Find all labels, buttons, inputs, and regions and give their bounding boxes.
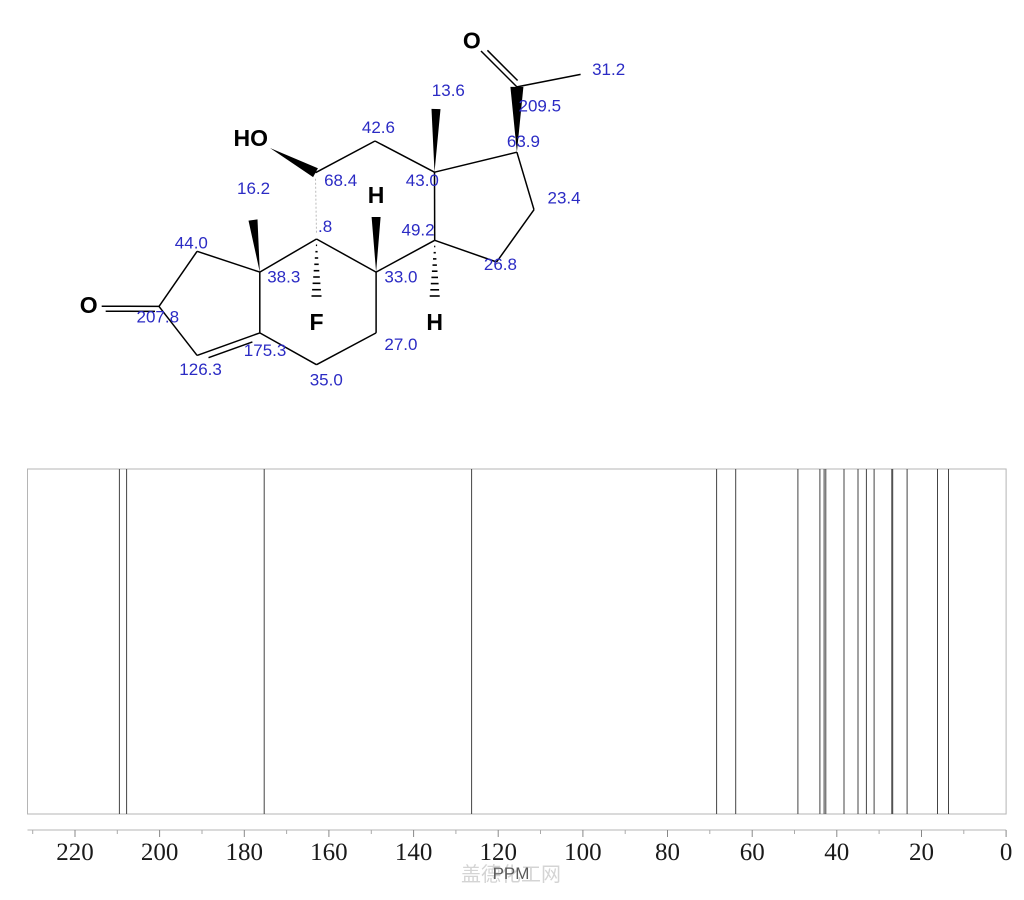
svg-text:H: H [368, 182, 385, 208]
svg-text:O: O [80, 292, 98, 318]
svg-text:0: 0 [1000, 839, 1013, 866]
svg-text:80: 80 [655, 839, 680, 866]
svg-text:PPM: PPM [493, 864, 530, 883]
svg-text:43.0: 43.0 [406, 171, 439, 190]
svg-text:HO: HO [234, 125, 269, 151]
svg-text:100: 100 [564, 839, 602, 866]
svg-text:180: 180 [226, 839, 264, 866]
svg-text:200: 200 [141, 839, 179, 866]
svg-text:33.0: 33.0 [384, 268, 417, 287]
svg-text:13.6: 13.6 [432, 81, 465, 100]
svg-text:209.5: 209.5 [519, 96, 562, 115]
svg-text:126.3: 126.3 [179, 360, 222, 379]
svg-text:42.6: 42.6 [362, 118, 395, 137]
svg-text:35.0: 35.0 [310, 370, 343, 389]
svg-text:175.3: 175.3 [244, 341, 287, 360]
svg-text:26.8: 26.8 [484, 255, 517, 274]
svg-text:160: 160 [310, 839, 348, 866]
svg-text:49.2: 49.2 [402, 220, 435, 239]
svg-text:40: 40 [824, 839, 849, 866]
svg-text:220: 220 [56, 839, 94, 866]
svg-text:20: 20 [909, 839, 934, 866]
svg-text:68.4: 68.4 [324, 171, 357, 190]
svg-text:O: O [463, 28, 481, 54]
svg-text:.8: .8 [318, 217, 332, 236]
svg-text:60: 60 [740, 839, 765, 866]
svg-text:63.9: 63.9 [507, 132, 540, 151]
svg-text:23.4: 23.4 [548, 188, 581, 207]
svg-text:207.8: 207.8 [137, 308, 180, 327]
svg-text:140: 140 [395, 839, 433, 866]
svg-text:H: H [426, 309, 443, 335]
svg-text:16.2: 16.2 [237, 179, 270, 198]
svg-text:44.0: 44.0 [175, 233, 208, 252]
svg-text:31.2: 31.2 [592, 60, 625, 79]
svg-text:F: F [309, 309, 323, 335]
svg-text:120: 120 [479, 839, 517, 866]
svg-text:27.0: 27.0 [384, 335, 417, 354]
svg-text:38.3: 38.3 [267, 268, 300, 287]
